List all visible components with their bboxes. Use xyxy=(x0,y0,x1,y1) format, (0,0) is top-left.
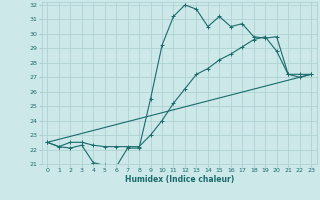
X-axis label: Humidex (Indice chaleur): Humidex (Indice chaleur) xyxy=(124,175,234,184)
